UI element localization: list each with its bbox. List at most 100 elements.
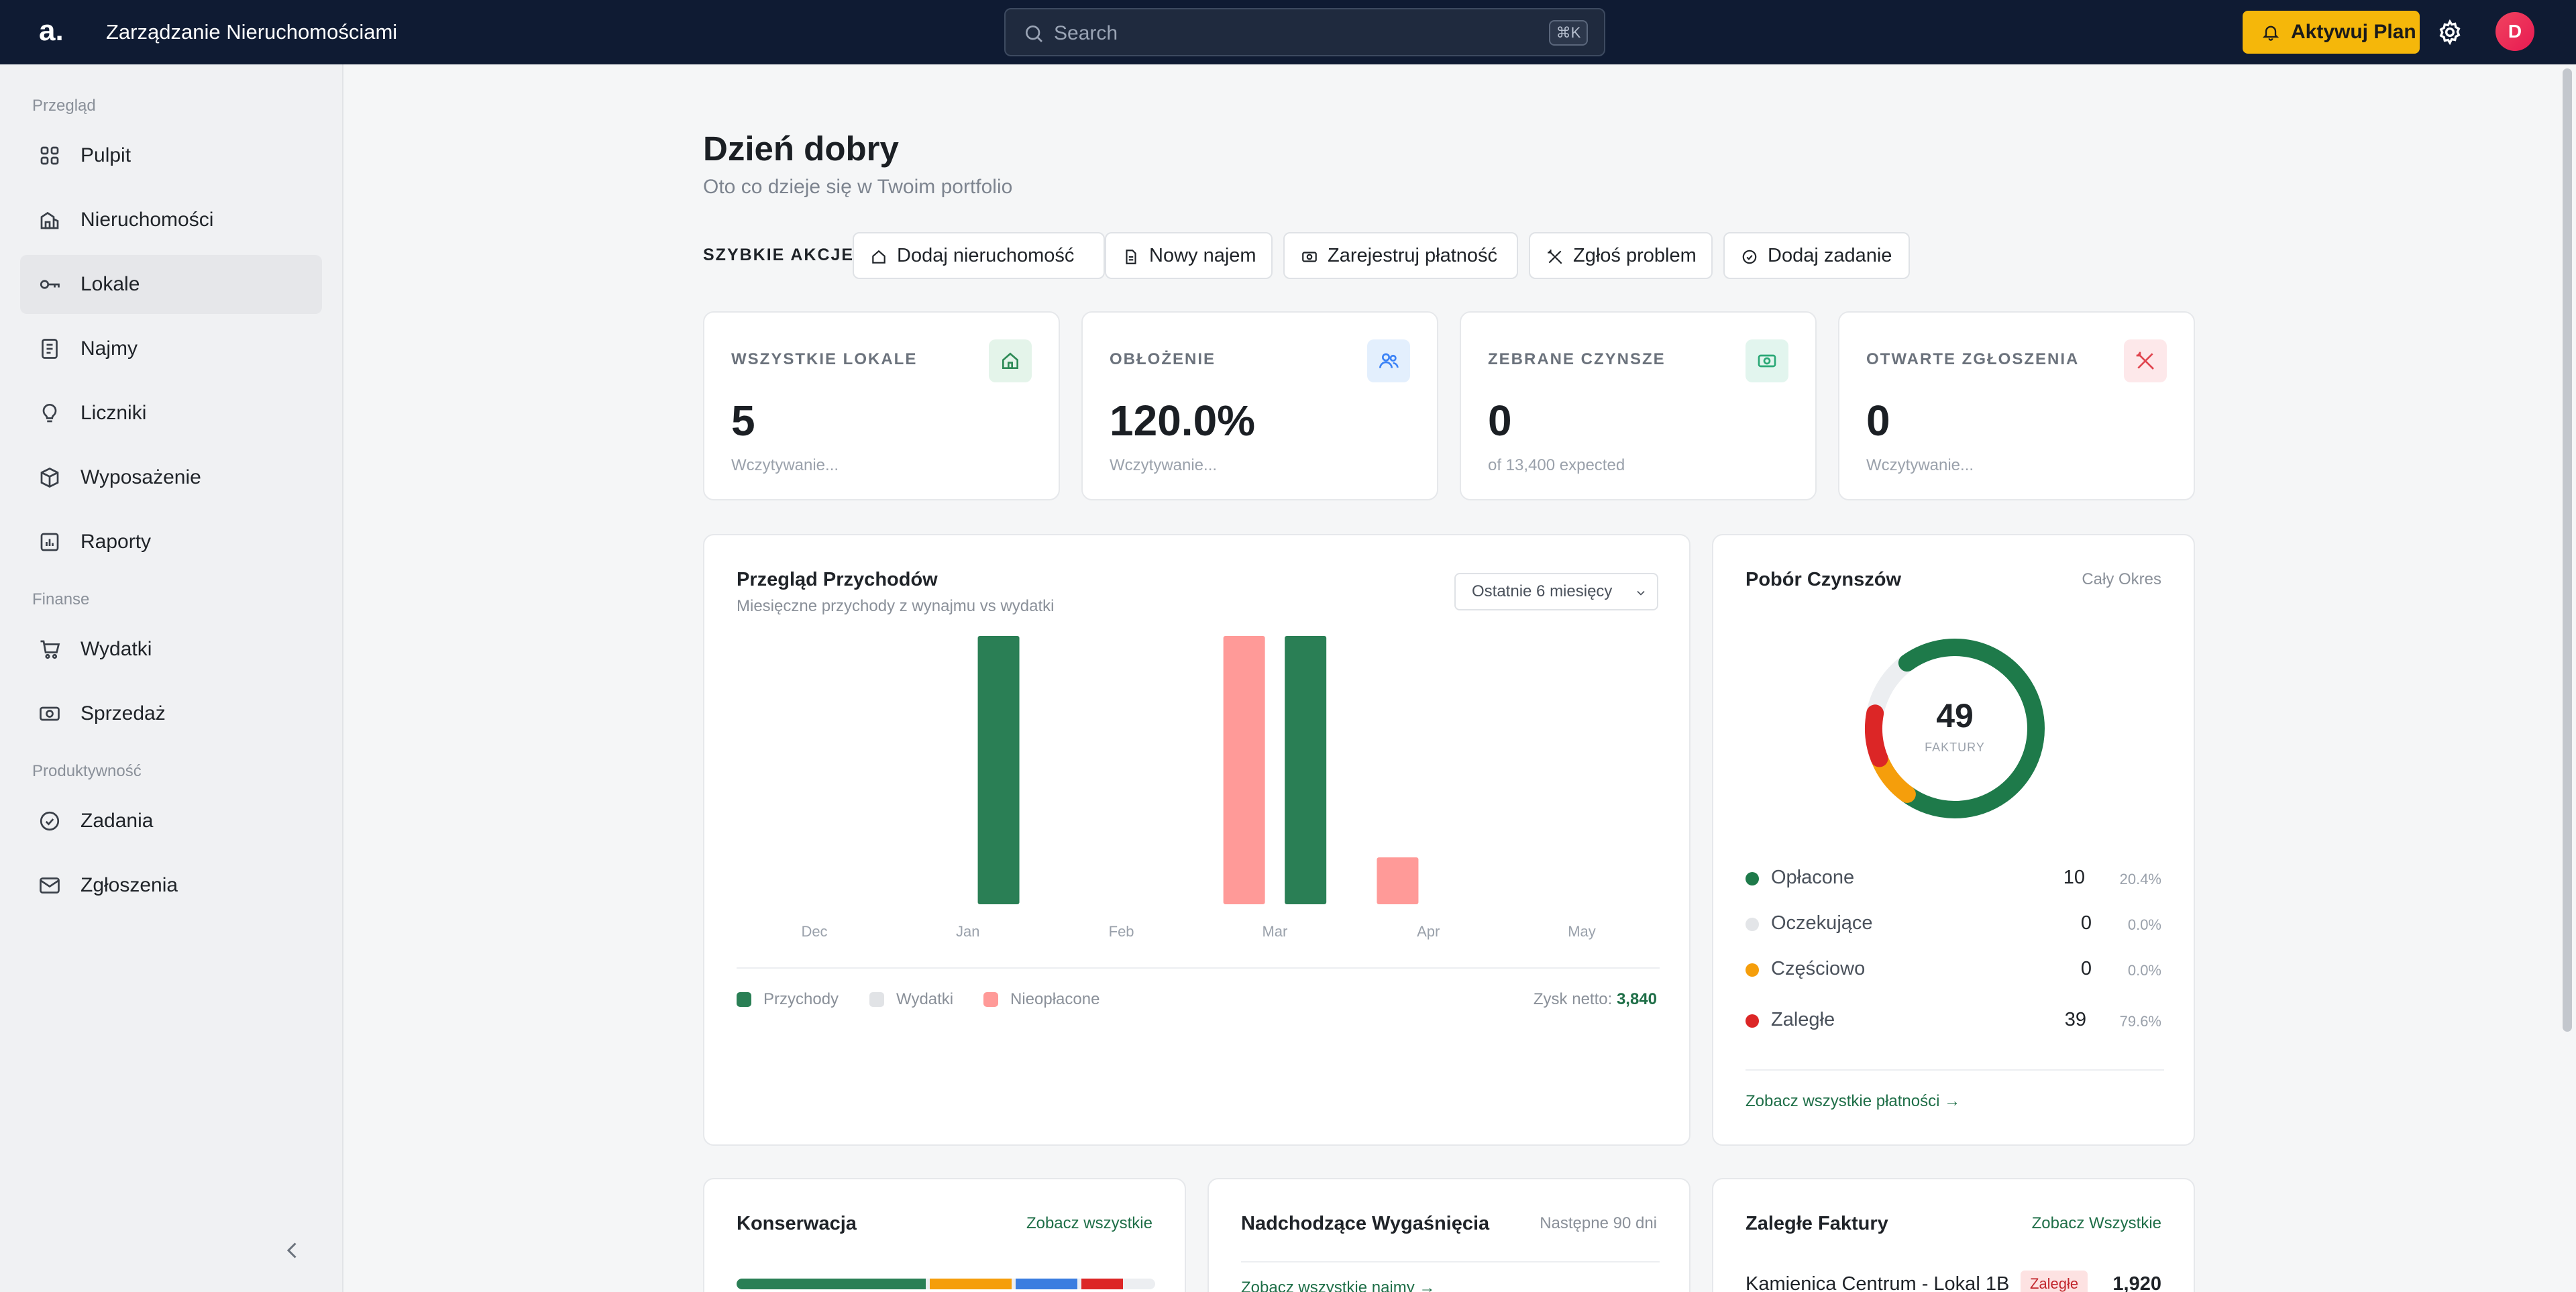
period-select-value: Ostatnie 6 miesięcy xyxy=(1472,582,1613,600)
scrollbar-thumb[interactable] xyxy=(2563,68,2572,1032)
rent-donut-chart xyxy=(1862,636,2047,821)
top-bar: a. Zarządzanie Nieruchomościami Search ⌘… xyxy=(0,0,2576,64)
view-all-payments-link[interactable]: Zobacz wszystkie płatności → xyxy=(1746,1092,1961,1110)
rent-collection-title: Pobór Czynszów xyxy=(1746,569,1902,590)
overdue-title: Zaległe Faktury xyxy=(1746,1213,1888,1234)
page-subtitle: Oto co dzieje się w Twoim portfolio xyxy=(703,176,1013,198)
stat-label: OBŁOŻENIE xyxy=(1110,350,1216,368)
sidebar-item-nieruchomosci[interactable]: Nieruchomości xyxy=(20,191,322,250)
cash-icon xyxy=(1302,252,1317,262)
sidebar-item-label: Wydatki xyxy=(80,638,152,660)
progress-segment-in-progress xyxy=(930,1279,1012,1289)
upgrade-plan-button[interactable]: Aktywuj Plan xyxy=(2243,11,2420,54)
progress-segment-open xyxy=(1016,1279,1077,1289)
chart-x-axis: Dec Jan Feb Mar Apr May xyxy=(704,923,1692,943)
sidebar-item-label: Liczniki xyxy=(80,402,147,424)
stat-sub: Wczytywanie... xyxy=(731,456,839,474)
divider xyxy=(1241,1261,1660,1262)
donut-segment-overdue[interactable] xyxy=(1862,636,2047,821)
search-input[interactable]: Search ⌘K xyxy=(1004,8,1605,56)
key-icon xyxy=(40,280,60,289)
check-circle-icon xyxy=(40,811,60,831)
legend-unpaid[interactable]: Nieopłacone xyxy=(983,990,1099,1009)
stat-value: 5 xyxy=(731,396,755,445)
stat-sub: Wczytywanie... xyxy=(1866,456,1974,474)
rent-row-value: 10 xyxy=(2063,867,2085,888)
sidebar-item-lokale[interactable]: Lokale xyxy=(20,255,322,314)
stat-card-all-units[interactable]: WSZYSTKIE LOKALE 5 Wczytywanie... xyxy=(703,311,1060,500)
search-placeholder: Search xyxy=(1054,22,1118,44)
overdue-view-all-link[interactable]: Zobacz Wszystkie xyxy=(2031,1214,2161,1232)
collapse-sidebar-icon[interactable] xyxy=(280,1238,305,1262)
sidebar-item-label: Sprzedaż xyxy=(80,702,166,724)
sidebar-item-label: Lokale xyxy=(80,273,140,295)
add-property-button[interactable]: Dodaj nieruchomość xyxy=(853,232,1105,279)
tools-icon xyxy=(1548,250,1562,264)
net-profit-label: Zysk netto: xyxy=(1533,990,1613,1008)
rent-row-pct: 79.6% xyxy=(2119,1013,2161,1030)
sidebar-item-zadania[interactable]: Zadania xyxy=(20,792,322,851)
x-tick-label: Apr xyxy=(1417,923,1440,940)
sidebar-item-pulpit[interactable]: Pulpit xyxy=(20,126,322,185)
users-icon xyxy=(1379,353,1399,368)
view-all-leases-link[interactable]: Zobacz wszystkie najmy → xyxy=(1241,1279,1436,1292)
legend-unpaid-label: Nieopłacone xyxy=(1010,990,1100,1008)
sidebar-item-wyposazenie[interactable]: Wyposażenie xyxy=(20,448,322,507)
sidebar-section-productivity: Produktywność xyxy=(32,762,142,780)
mail-icon xyxy=(40,877,60,894)
stat-card-occupancy[interactable]: OBŁOŻENIE 120.0% Wczytywanie... xyxy=(1081,311,1438,500)
gear-icon[interactable] xyxy=(2436,19,2463,46)
chart-bar-nieopłacone[interactable] xyxy=(1223,636,1265,904)
report-issue-button[interactable]: Zgłoś problem xyxy=(1529,232,1713,279)
stat-card-collected-rent[interactable]: ZEBRANE CZYNSZE 0 of 13,400 expected xyxy=(1460,311,1817,500)
register-payment-button[interactable]: Zarejestruj płatność xyxy=(1283,232,1518,279)
home-icon xyxy=(1002,352,1018,369)
chart-bar-nieopłacone[interactable] xyxy=(1377,857,1419,904)
add-task-button[interactable]: Dodaj zadanie xyxy=(1723,232,1910,279)
expirations-period: Następne 90 dni xyxy=(1540,1214,1657,1232)
sidebar-section-finance: Finanse xyxy=(32,590,90,608)
stat-card-open-tickets[interactable]: OTWARTE ZGŁOSZENIA 0 Wczytywanie... xyxy=(1838,311,2195,500)
avatar[interactable]: D xyxy=(2496,12,2534,51)
sidebar-item-zgloszenia[interactable]: Zgłoszenia xyxy=(20,856,322,915)
maintenance-view-all-link[interactable]: Zobacz wszystkie xyxy=(1026,1214,1152,1232)
maintenance-title: Konserwacja xyxy=(737,1213,857,1234)
chart-bar-przychody[interactable] xyxy=(1285,636,1327,904)
sidebar-item-raporty[interactable]: Raporty xyxy=(20,513,322,572)
quick-actions-label: SZYBKIE AKCJE xyxy=(703,246,855,264)
invoice-amount: 1,920 xyxy=(2112,1273,2161,1292)
donut-total: 49 xyxy=(1936,697,1974,735)
cash-icon xyxy=(1758,354,1776,368)
sidebar-item-label: Nieruchomości xyxy=(80,209,214,231)
app-logo[interactable]: a. xyxy=(39,14,64,47)
new-lease-button[interactable]: Nowy najem xyxy=(1105,232,1273,279)
rent-collection-card: Pobór Czynszów Cały Okres 49 FAKTURY Opł… xyxy=(1712,534,2195,1146)
period-select[interactable]: Ostatnie 6 miesięcy xyxy=(1454,573,1658,610)
page-title: Dzień dobry xyxy=(703,129,899,168)
donut-segment-paid[interactable] xyxy=(1862,636,2047,821)
status-dot xyxy=(1746,872,1759,885)
donut-segment-partial[interactable] xyxy=(1862,636,2047,821)
bell-icon xyxy=(2262,25,2279,41)
stat-icon-box xyxy=(1746,339,1788,382)
legend-income[interactable]: Przychody xyxy=(737,990,839,1009)
upcoming-expirations-card: Nadchodzące Wygaśnięcia Następne 90 dni … xyxy=(1208,1178,1690,1292)
x-tick-label: Dec xyxy=(801,923,828,940)
revenue-bar-chart xyxy=(977,636,1419,904)
app-title: Zarządzanie Nieruchomościami xyxy=(106,20,398,44)
sidebar-item-label: Wyposażenie xyxy=(80,466,201,488)
sidebar-item-sprzedaz[interactable]: Sprzedaż xyxy=(20,684,322,743)
divider xyxy=(737,967,1660,969)
stat-sub: Wczytywanie... xyxy=(1110,456,1218,474)
sidebar-item-wydatki[interactable]: Wydatki xyxy=(20,620,322,679)
chart-bar-przychody[interactable] xyxy=(977,636,1020,904)
sidebar-item-najmy[interactable]: Najmy xyxy=(20,319,322,378)
stat-label: OTWARTE ZGŁOSZENIA xyxy=(1866,350,2080,368)
x-tick-label: Mar xyxy=(1262,923,1288,940)
sidebar-item-liczniki[interactable]: Liczniki xyxy=(20,384,322,443)
rent-collection-period: Cały Okres xyxy=(2082,570,2161,588)
add-task-label: Dodaj zadanie xyxy=(1768,245,1892,266)
stat-icon-box xyxy=(989,339,1032,382)
legend-expenses[interactable]: Wydatki xyxy=(869,990,953,1009)
scrollbar[interactable] xyxy=(2559,64,2576,1292)
